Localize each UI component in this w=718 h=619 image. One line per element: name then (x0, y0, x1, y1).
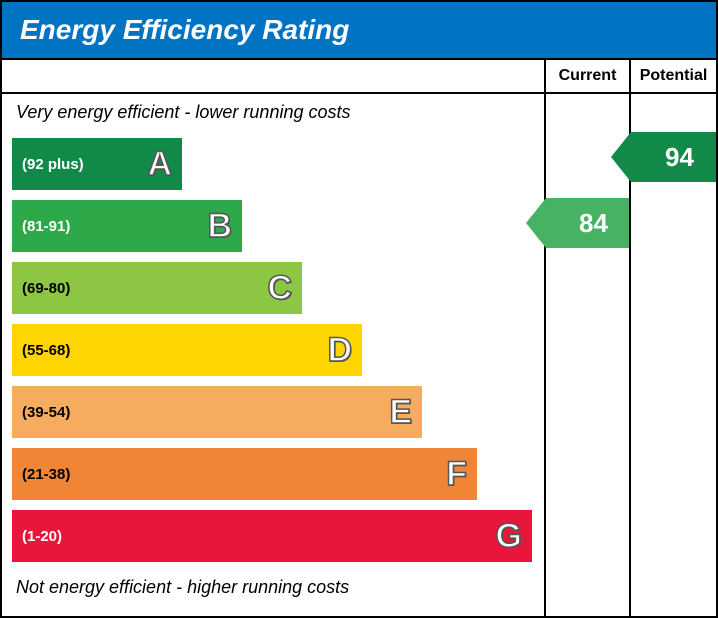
band-e: (39-54) E (12, 386, 422, 438)
pointer-potential: 94 (631, 132, 716, 182)
band-row-c: (69-80) C (12, 259, 534, 317)
pointer-current: 84 (546, 198, 629, 248)
pointer-arrow-icon (526, 198, 546, 248)
band-range: (39-54) (22, 404, 70, 421)
band-range: (81-91) (22, 218, 70, 235)
band-range: (92 plus) (22, 156, 84, 173)
band-row-b: (81-91) B (12, 197, 534, 255)
pointer-value: 94 (665, 142, 694, 173)
band-letter: B (207, 207, 232, 246)
band-letter: E (389, 393, 412, 432)
band-row-e: (39-54) E (12, 383, 534, 441)
band-range: (69-80) (22, 280, 70, 297)
col-potential: Potential 94 (631, 60, 716, 616)
band-f: (21-38) F (12, 448, 477, 500)
band-letter: D (327, 331, 352, 370)
col-bands-header (2, 60, 544, 94)
band-g: (1-20) G (12, 510, 532, 562)
band-a: (92 plus) A (12, 138, 182, 190)
band-range: (55-68) (22, 342, 70, 359)
caption-bot: Not energy efficient - higher running co… (12, 569, 534, 600)
chart-grid: Very energy efficient - lower running co… (0, 58, 718, 618)
band-letter: A (147, 145, 172, 184)
band-row-d: (55-68) D (12, 321, 534, 379)
bands-area: Very energy efficient - lower running co… (2, 94, 544, 616)
band-range: (1-20) (22, 528, 62, 545)
band-d: (55-68) D (12, 324, 362, 376)
band-row-g: (1-20) G (12, 507, 534, 565)
pointer-arrow-icon (611, 132, 631, 182)
col-potential-body: 94 (631, 94, 716, 616)
band-row-f: (21-38) F (12, 445, 534, 503)
band-letter: C (267, 269, 292, 308)
pointer-value: 84 (579, 208, 608, 239)
bands-container: (92 plus) A (81-91) B (69-80) C (55-68) D (39-54… (12, 135, 534, 565)
title-text: Energy Efficiency Rating (20, 14, 349, 45)
band-c: (69-80) C (12, 262, 302, 314)
title-bar: Energy Efficiency Rating (0, 0, 718, 58)
band-range: (21-38) (22, 466, 70, 483)
band-letter: F (446, 455, 467, 494)
caption-top: Very energy efficient - lower running co… (12, 100, 534, 131)
epc-chart: Energy Efficiency Rating Very energy eff… (0, 0, 718, 619)
col-potential-header: Potential (631, 60, 716, 94)
band-b: (81-91) B (12, 200, 242, 252)
band-letter: G (496, 517, 522, 556)
band-row-a: (92 plus) A (12, 135, 534, 193)
col-current-header: Current (546, 60, 629, 94)
col-bands: Very energy efficient - lower running co… (2, 60, 546, 616)
